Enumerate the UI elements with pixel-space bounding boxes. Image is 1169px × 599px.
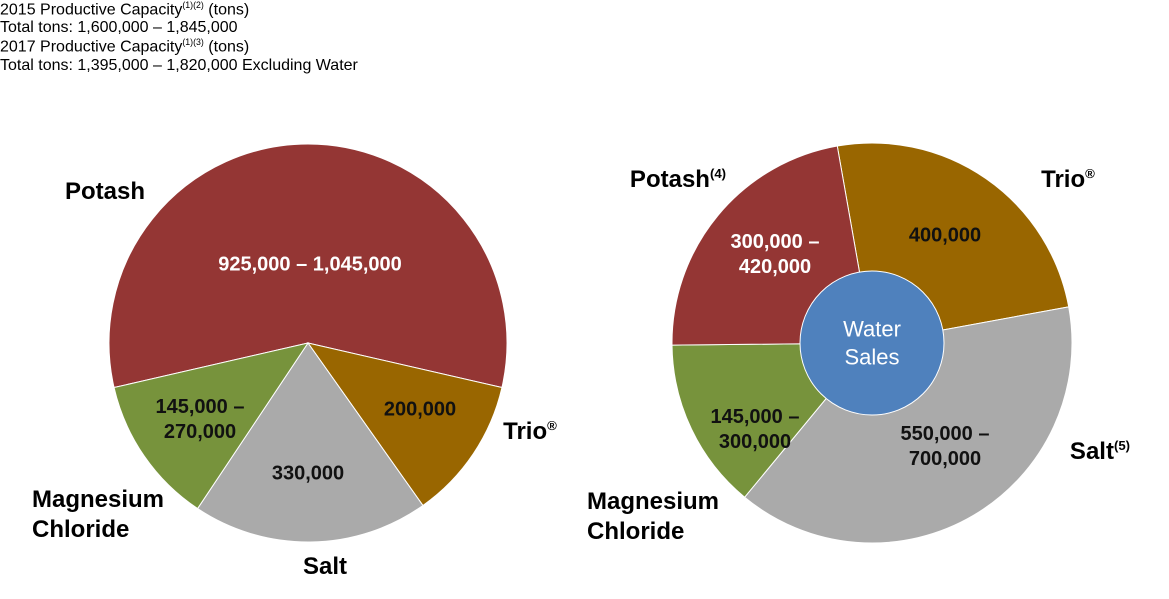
category-label: Potash(4)	[630, 165, 726, 195]
value-label: 200,000	[383, 398, 457, 421]
category-name: Trio	[1041, 166, 1086, 193]
category-name: Magnesium Chloride	[587, 488, 720, 545]
category-name: Potash	[629, 166, 710, 193]
center-circle	[799, 270, 945, 416]
category-name: Magnesium Chloride	[32, 486, 165, 543]
value-label: 550,000 – 700,000	[900, 423, 990, 470]
title-superscript: (1)(2)	[182, 0, 204, 10]
subtitle: Total tons: 1,395,000 – 1,820,000 Exclud…	[0, 56, 358, 74]
category-superscript: ®	[1085, 166, 1095, 181]
category-superscript: (5)	[1113, 438, 1131, 453]
category-label: Trio®	[503, 417, 557, 447]
title-bar: 2017 Productive Capacity(1)(3) (tons)	[0, 37, 492, 56]
value-label: 300,000 – 420,000	[730, 231, 820, 278]
pie-slice	[196, 342, 424, 543]
chart-title: 2015 Productive Capacity	[0, 1, 183, 19]
value-label: 925,000 – 1,045,000	[218, 253, 402, 276]
category-label: Trio®	[1041, 165, 1095, 195]
title-superscript: (1)(3)	[182, 37, 204, 48]
value-label: 145,000 – 300,000	[710, 406, 800, 453]
pie-slice	[113, 342, 310, 510]
center-label: Water Sales	[843, 316, 901, 370]
value-label: 145,000 – 270,000	[155, 396, 245, 443]
value-label: 330,000	[271, 462, 345, 485]
title-unit: (tons)	[208, 38, 250, 56]
category-label: Salt(5)	[1070, 437, 1130, 467]
title-bar: 2015 Productive Capacity(1)(2) (tons)	[0, 0, 494, 19]
category-label: Magnesium Chloride	[32, 485, 192, 545]
category-superscript: ®	[547, 418, 557, 433]
category-name: Potash	[64, 178, 146, 205]
pie-slice	[108, 143, 508, 389]
category-name: Salt	[302, 553, 348, 580]
subtitle: Total tons: 1,600,000 – 1,845,000	[0, 19, 238, 37]
chart-title: 2017 Productive Capacity	[0, 38, 183, 56]
category-name: Salt	[1069, 438, 1114, 465]
category-label: Potash	[65, 177, 145, 207]
category-label: Magnesium Chloride	[587, 487, 747, 547]
value-label: 400,000	[908, 224, 982, 247]
category-name: Trio	[503, 418, 548, 445]
category-superscript: (4)	[709, 166, 727, 181]
title-unit: (tons)	[208, 1, 250, 19]
category-label: Salt	[303, 552, 347, 582]
pie-slice	[743, 306, 1073, 544]
pie-slice	[306, 342, 503, 507]
